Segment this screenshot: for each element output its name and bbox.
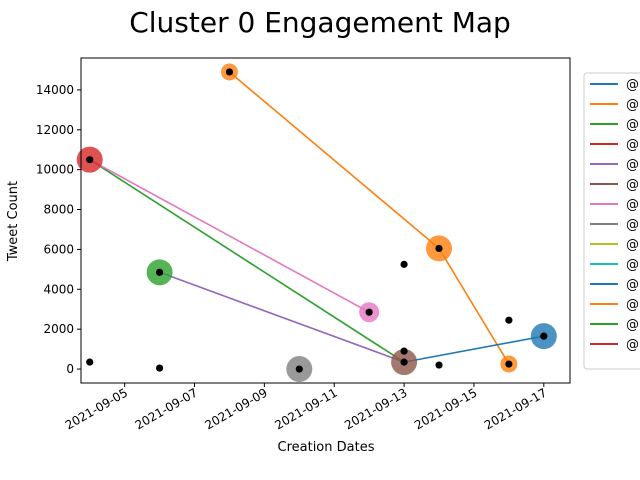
data-point-8: [86, 156, 94, 164]
y-axis-label: Tweet Count: [6, 181, 21, 262]
x-tick-label-5: 2021-09-13: [342, 385, 409, 432]
legend-label-5: @: [626, 158, 639, 173]
data-point-10: [155, 268, 164, 276]
data-point-6: [505, 316, 513, 324]
y-tick-label-8: 14000: [36, 83, 74, 97]
y-tick-label-1: 0: [66, 362, 74, 376]
series-line-4: [159, 271, 405, 363]
data-point-1: [86, 358, 94, 366]
legend-label-10: @: [626, 258, 639, 273]
legend-box: [583, 72, 640, 370]
data-point-2: [155, 364, 164, 372]
series-line-2: [89, 159, 405, 363]
legend-label-11: @: [626, 278, 639, 293]
y-tick-label-3: 4000: [43, 282, 74, 296]
data-point-12: [400, 358, 408, 366]
legend-label-7: @: [626, 198, 639, 213]
y-tick-label-7: 12000: [36, 123, 74, 137]
data-point-13: [295, 365, 303, 373]
data-point-4: [400, 347, 408, 355]
x-tick-label-6: 2021-09-15: [412, 385, 479, 432]
legend-label-12: @: [626, 298, 639, 313]
legend-label-8: @: [626, 218, 639, 233]
series-line-5: [403, 335, 544, 363]
y-tick-label-4: 6000: [43, 242, 74, 256]
series-line-3: [89, 158, 370, 313]
legend-label-3: @: [626, 118, 639, 133]
data-point-11: [365, 308, 373, 316]
data-point-15: [505, 360, 513, 368]
y-tick-label-5: 8000: [43, 203, 74, 217]
x-tick-label-7: 2021-09-17: [482, 385, 549, 432]
legend-label-9: @: [626, 238, 639, 253]
data-point-7: [225, 68, 234, 76]
legend-label-14: @: [626, 338, 639, 353]
legend-label-13: @: [626, 318, 639, 333]
y-tick-label-6: 10000: [36, 163, 74, 177]
legend-label-2: @: [626, 98, 639, 113]
x-axis-label: Creation Dates: [278, 440, 375, 455]
data-point-5: [435, 361, 443, 369]
data-point-3: [400, 260, 408, 268]
x-axis: 2021-09-05 2021-09-07 2021-09-09 2021-09-11…: [63, 383, 549, 432]
y-axis: 0 2000 4000 6000 8000 10000 12000 14000: [36, 83, 81, 376]
legend: @ @ @ @ @ @ @ @ @ @ @ @ @ @: [583, 72, 640, 370]
x-tick-label-4: 2021-09-11: [272, 385, 339, 432]
legend-label-4: @: [626, 138, 639, 153]
legend-label-1: @: [626, 78, 639, 93]
plot-area: [76, 63, 557, 383]
y-tick-label-2: 2000: [43, 322, 74, 336]
x-tick-label-1: 2021-09-05: [63, 385, 130, 432]
data-point-9: [435, 244, 443, 253]
x-tick-label-3: 2021-09-09: [202, 385, 269, 432]
chart-title: Cluster 0 Engagement Map: [129, 6, 511, 39]
data-point-14: [540, 332, 548, 340]
plot-frame: [80, 57, 571, 384]
legend-label-6: @: [626, 178, 639, 193]
x-tick-label-2: 2021-09-07: [133, 385, 200, 432]
